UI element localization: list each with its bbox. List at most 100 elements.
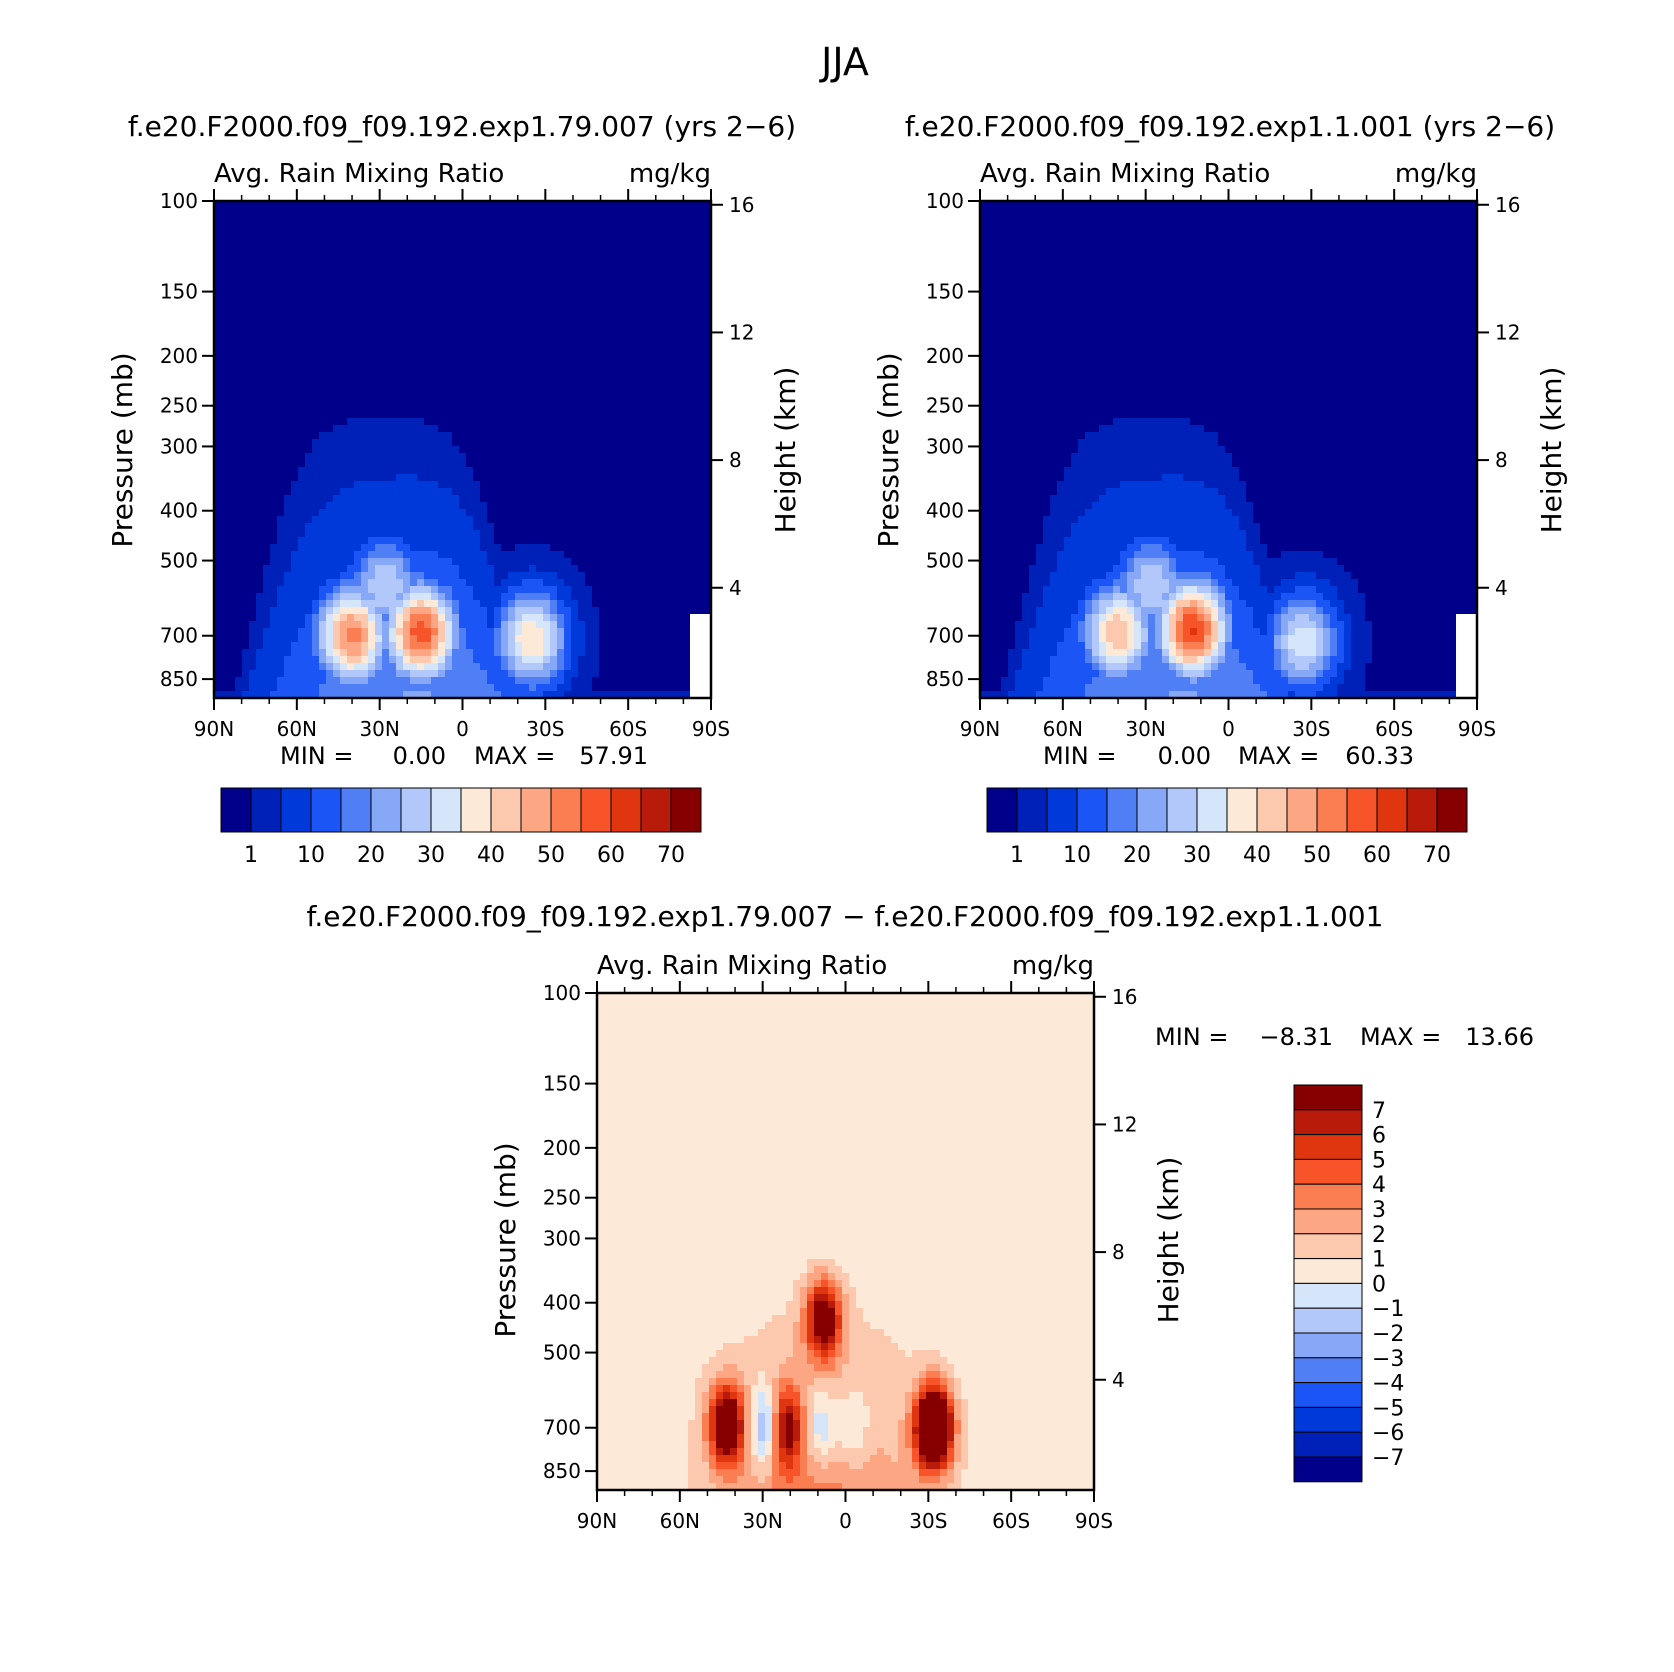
fieldA-cell-4221 <box>438 614 446 622</box>
fieldA-cell-4674 <box>627 656 635 664</box>
fieldA-cell-4064 <box>333 600 341 608</box>
fieldA-cell-113 <box>508 208 516 216</box>
fieldA-cell-297 <box>305 229 313 237</box>
fieldA-cell-3795 <box>438 572 446 580</box>
fieldA-cell-1048 <box>592 299 600 307</box>
fieldA-cell-747 <box>473 271 481 279</box>
fieldA-cell-762 <box>578 271 586 279</box>
fieldA-cell-415 <box>634 236 642 244</box>
fieldA-cell-2125 <box>676 404 684 412</box>
fieldA-cell-4728 <box>508 663 516 671</box>
fieldA-cell-2524 <box>487 446 495 454</box>
fieldA-cell-1146 <box>284 313 292 321</box>
fieldA-cell-1902 <box>606 383 614 391</box>
fieldA-cell-3522 <box>515 544 523 552</box>
fieldA-cell-4233 <box>522 614 530 622</box>
fieldA-cell-4291 <box>431 621 439 629</box>
fieldA-cell-1190 <box>592 313 600 321</box>
fieldA-cell-1994 <box>256 397 264 405</box>
fieldA-cell-4056 <box>277 600 285 608</box>
fieldA-cell-3136 <box>298 509 306 517</box>
fieldA-cell-1305 <box>403 327 411 335</box>
fieldA-cell-2636 <box>277 460 285 468</box>
fieldA-cell-2761 <box>655 467 663 475</box>
fieldA-cell-1857 <box>291 383 299 391</box>
fieldA-cell-2192 <box>648 411 656 419</box>
fieldA-cell-1926 <box>277 390 285 398</box>
fieldA-cell-2173 <box>515 411 523 419</box>
fieldA-cell-890 <box>480 285 488 293</box>
fieldA-cell-549 <box>578 250 586 258</box>
fieldA-cell-3849 <box>319 579 327 587</box>
fieldA-cell-3323 <box>613 523 621 531</box>
fieldA-cell-2985 <box>235 495 243 503</box>
fieldA-cell-1318 <box>494 327 502 335</box>
fieldA-cell-995 <box>221 299 229 307</box>
fieldA-cell-1294 <box>326 327 334 335</box>
fieldA-cell-3530 <box>571 544 579 552</box>
fieldA-cell-1582 <box>354 355 362 363</box>
fieldA-cell-824 <box>515 278 523 286</box>
fieldA-cell-257 <box>522 222 530 230</box>
fieldA-cell-4588 <box>522 649 530 657</box>
fieldA-cell-1474 <box>592 341 600 349</box>
fieldA-cell-2146 <box>326 411 334 419</box>
fieldA-cell-943 <box>354 292 362 300</box>
fieldA-cell-1343 <box>669 327 677 335</box>
fieldA-cell-3972 <box>683 586 691 594</box>
fieldA-cell-3244 <box>557 516 565 524</box>
fieldA-cell-1909 <box>655 383 663 391</box>
fieldA-cell-1732 <box>410 369 418 377</box>
fieldA-cell-1097 <box>438 306 446 314</box>
fieldA-cell-3580 <box>424 551 432 559</box>
fieldA-cell-853 <box>221 285 229 293</box>
fieldA-cell-2031 <box>515 397 523 405</box>
fieldA-cell-2121 <box>648 404 656 412</box>
fieldA-cell-54 <box>592 201 600 209</box>
fieldA-cell-4970 <box>214 691 222 698</box>
fieldA-cell-3773 <box>284 572 292 580</box>
fieldA-cell-1106 <box>501 306 509 314</box>
fieldA-cell-3259 <box>662 516 670 524</box>
fieldA-cell-1589 <box>403 355 411 363</box>
fieldA-cell-2409 <box>676 432 684 440</box>
fieldA-cell-1872 <box>396 383 404 391</box>
fieldA-cell-4658 <box>515 656 523 664</box>
fieldA-cell-267 <box>592 222 600 230</box>
fieldA-cell-4604 <box>634 649 642 657</box>
fieldA-cell-4162 <box>522 607 530 615</box>
fieldA-cell-1236 <box>417 320 425 328</box>
fieldA-cell-3890 <box>606 579 614 587</box>
fieldA-cell-2730 <box>438 467 446 475</box>
fieldA-cell-1254 <box>543 320 551 328</box>
fieldA-cell-3478 <box>704 537 711 545</box>
fieldA-cell-392 <box>473 236 481 244</box>
fieldA-cell-138 <box>683 208 691 216</box>
fieldA-cell-4538 <box>669 642 677 650</box>
fieldA-cell-4403 <box>221 635 229 643</box>
fieldA-cell-2489 <box>242 446 250 454</box>
fieldA-cell-32 <box>438 201 446 209</box>
fieldA-cell-2659 <box>438 460 446 468</box>
fieldA-cell-4393 <box>648 628 656 636</box>
fieldA-cell-648 <box>277 264 285 272</box>
fieldA-cell-270 <box>613 222 621 230</box>
fieldA-cell-187 <box>529 215 537 223</box>
fieldA-cell-717 <box>263 271 271 279</box>
fieldA-cell-93 <box>368 208 376 216</box>
fieldA-cell-2642 <box>319 460 327 468</box>
fieldA-cell-2534 <box>557 446 565 454</box>
fieldA-cell-4434 <box>438 635 446 643</box>
fieldA-cell-3652 <box>431 558 439 566</box>
fieldA-cell-2541 <box>606 446 614 454</box>
fieldA-cell-1819 <box>522 376 530 384</box>
fieldA-cell-3681 <box>634 558 642 566</box>
fieldA-cell-25 <box>389 201 397 209</box>
fieldA-cell-3425 <box>333 537 341 545</box>
fieldA-cell-4236 <box>543 614 551 622</box>
fieldA-cell-3915 <box>284 586 292 594</box>
fieldA-cell-2491 <box>256 446 264 454</box>
fieldA-cell-4345 <box>312 628 320 636</box>
fieldA-cell-1534 <box>515 348 523 356</box>
fieldA-cell-3922 <box>333 586 341 594</box>
